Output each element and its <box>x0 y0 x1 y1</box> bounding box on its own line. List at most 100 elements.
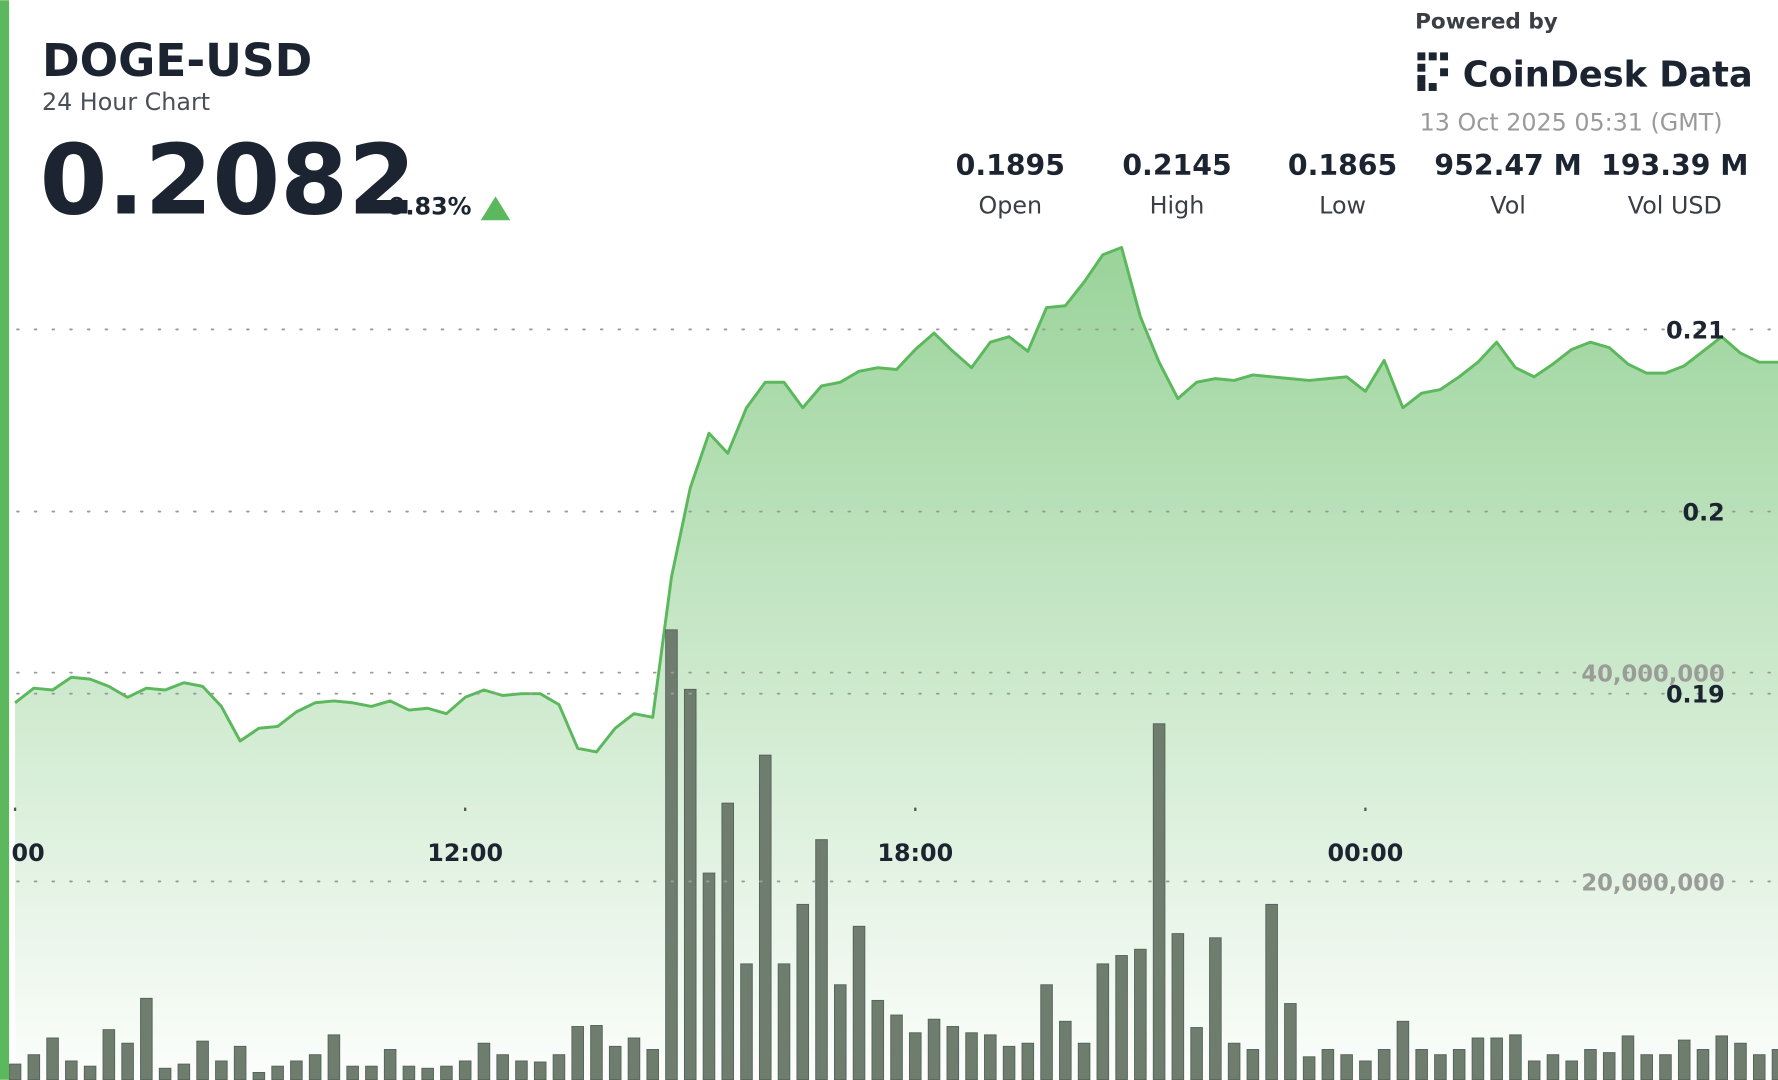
stat-value: 0.2145 <box>1122 149 1231 182</box>
volume-bar <box>871 999 885 1080</box>
volume-bar <box>721 802 735 1080</box>
volume-bar <box>1509 1034 1522 1080</box>
subtitle: 24 Hour Chart <box>42 88 210 116</box>
price-area <box>15 247 1778 1080</box>
title: DOGE-USD <box>42 34 312 87</box>
volume-bar <box>1734 1042 1747 1080</box>
volume-bar <box>46 1037 59 1080</box>
volume-bar <box>665 629 678 1080</box>
volume-bar <box>1434 1054 1447 1080</box>
volume-bar <box>1134 948 1147 1080</box>
volume-bar <box>458 1060 472 1080</box>
volume-bar <box>1452 1049 1466 1080</box>
volume-bar <box>1677 1039 1691 1080</box>
volume-bar <box>327 1034 341 1080</box>
powered-by: Powered by <box>1415 10 1558 35</box>
volume-bar <box>1340 1054 1353 1080</box>
volume-bar <box>1171 933 1185 1080</box>
last-price: 0.2082 <box>40 122 416 236</box>
volume-bar <box>683 688 697 1080</box>
volume-bar <box>1527 1060 1541 1080</box>
stat-label: Open <box>979 191 1043 219</box>
volume-bar <box>308 1054 322 1080</box>
volume-bar <box>1284 1003 1297 1080</box>
volume-bar <box>890 1014 903 1080</box>
volume-bar <box>365 1065 378 1080</box>
y-tick-label: 0.2 <box>1683 499 1725 527</box>
volume-bar <box>1040 984 1053 1080</box>
accent-bar <box>0 0 10 1080</box>
brand-logo <box>1417 52 1449 91</box>
stat-label: High <box>1150 191 1205 219</box>
volume-bar <box>796 903 810 1080</box>
volume-bar <box>608 1045 622 1080</box>
volume-bar <box>646 1049 659 1080</box>
y-tick-label: 0.19 <box>1666 681 1725 709</box>
label-layer: 0.190.20.2120,000,00040,000,0006:0012:00… <box>0 317 1725 897</box>
volume-bar <box>515 1060 528 1080</box>
volume-bar <box>496 1054 509 1080</box>
volume-bar <box>1471 1037 1485 1080</box>
volume-bar <box>1546 1054 1560 1080</box>
volume-bar <box>1115 955 1128 1080</box>
volume-bar <box>1659 1054 1672 1080</box>
volume-bar <box>1415 1049 1428 1080</box>
volume-bar <box>1302 1056 1316 1080</box>
volume-bar <box>834 984 847 1080</box>
volume-bar <box>590 1025 603 1080</box>
volume-bar <box>158 1067 172 1080</box>
volume-bar <box>533 1061 547 1080</box>
volume-bar <box>215 1060 228 1080</box>
volume-bar <box>1152 723 1166 1080</box>
stat-label: Vol USD <box>1628 191 1722 219</box>
volume-bar <box>777 963 791 1080</box>
y2-tick-label: 20,000,000 <box>1581 870 1724 896</box>
volume-bar <box>1490 1037 1503 1080</box>
volume-bar <box>1209 937 1222 1080</box>
volume-bar <box>8 1063 22 1080</box>
volume-bar <box>965 1032 978 1080</box>
volume-bar <box>1190 1027 1203 1080</box>
volume-bar <box>402 1065 416 1080</box>
volume-bar <box>346 1065 359 1080</box>
volume-bar <box>946 1026 960 1080</box>
volume-bar <box>1227 1042 1241 1080</box>
volume-bar <box>1396 1020 1410 1080</box>
stat-value: 193.39 M <box>1601 149 1748 182</box>
stat-label: Vol <box>1490 191 1526 219</box>
volume-bar <box>140 997 153 1080</box>
volume-bar <box>1246 1049 1260 1080</box>
volume-bar <box>1021 1042 1035 1080</box>
stat-value: 0.1865 <box>1288 149 1397 182</box>
volume-bar <box>552 1054 566 1080</box>
volume-bar <box>1640 1054 1653 1080</box>
volume-bar <box>1002 1045 1016 1080</box>
volume-bar <box>102 1029 116 1080</box>
volume-bar <box>271 1065 284 1080</box>
volume-bar <box>1359 1060 1372 1080</box>
volume-bar <box>290 1060 303 1080</box>
volume-bar <box>1321 1049 1335 1080</box>
volume-bar <box>1715 1035 1729 1080</box>
volume-bar <box>852 925 866 1080</box>
volume-bar <box>27 1054 41 1080</box>
volume-bar <box>1059 1020 1072 1080</box>
volume-bar <box>196 1040 209 1080</box>
price-line <box>14 246 1778 754</box>
price-layer <box>14 246 1778 1080</box>
volume-bar <box>1565 1060 1578 1080</box>
y-tick-label: 0.21 <box>1666 317 1725 345</box>
up-arrow <box>480 196 511 221</box>
volume-bar <box>1377 1049 1391 1080</box>
volume-bar <box>927 1018 941 1080</box>
volume-bar <box>815 839 828 1080</box>
volume-bar <box>740 963 753 1080</box>
brand: CoinDesk Data <box>1463 54 1753 95</box>
volume-bar <box>252 1071 266 1080</box>
volume-bar <box>984 1034 997 1080</box>
x-tick-label: 12:00 <box>427 839 503 867</box>
volume-bar <box>1696 1049 1710 1080</box>
volume-bar <box>909 1032 922 1080</box>
volume-bar <box>121 1042 134 1080</box>
